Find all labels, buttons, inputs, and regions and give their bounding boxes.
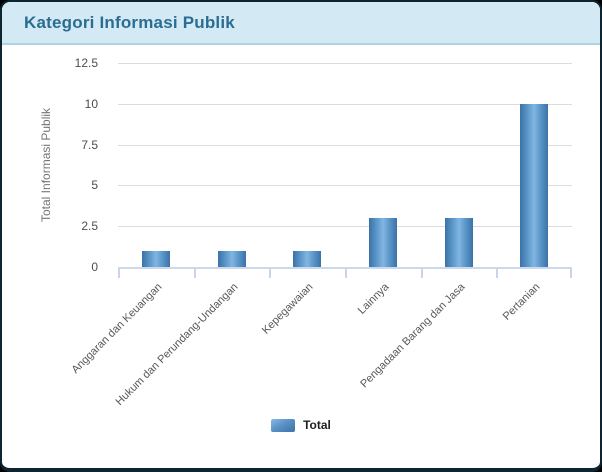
y-tick-label: 5 (91, 178, 98, 193)
x-axis-tick (118, 269, 120, 278)
gridline (118, 103, 572, 105)
bar[interactable] (445, 218, 473, 267)
gridline (118, 226, 572, 228)
legend-swatch (271, 418, 296, 432)
bar[interactable] (293, 251, 321, 267)
legend-label: Total (303, 418, 331, 432)
y-tick-label: 0 (91, 260, 98, 274)
y-tick-label: 7.5 (81, 137, 98, 152)
chart-title: Kategori Informasi Publik (24, 12, 235, 32)
y-tick-label: 12.5 (74, 56, 98, 70)
y-tick-label: 2.5 (81, 219, 98, 234)
y-axis-tick-labels: 0 2.5 5 7.5 10 12.5 (56, 56, 98, 274)
gridline (118, 185, 572, 187)
x-axis-tick (269, 269, 271, 278)
plot-area: Anggaran dan Keuangan Hukum dan Perundang… (69, 63, 572, 408)
gridline (118, 63, 572, 64)
x-axis-tick (345, 269, 347, 278)
gridline (118, 144, 572, 146)
x-axis-tick (194, 269, 196, 278)
x-axis-tick (570, 269, 572, 278)
bar[interactable] (369, 218, 397, 267)
bar[interactable] (520, 104, 548, 267)
x-axis-tick (496, 269, 498, 278)
y-axis-title: Total Informasi Publik (39, 107, 53, 223)
bar[interactable] (142, 251, 170, 267)
chart-header: Kategori Informasi Publik (2, 2, 600, 45)
bar[interactable] (218, 251, 246, 267)
y-tick-label: 10 (84, 96, 98, 111)
legend[interactable]: Total (2, 418, 600, 432)
x-axis-tick (421, 269, 423, 278)
